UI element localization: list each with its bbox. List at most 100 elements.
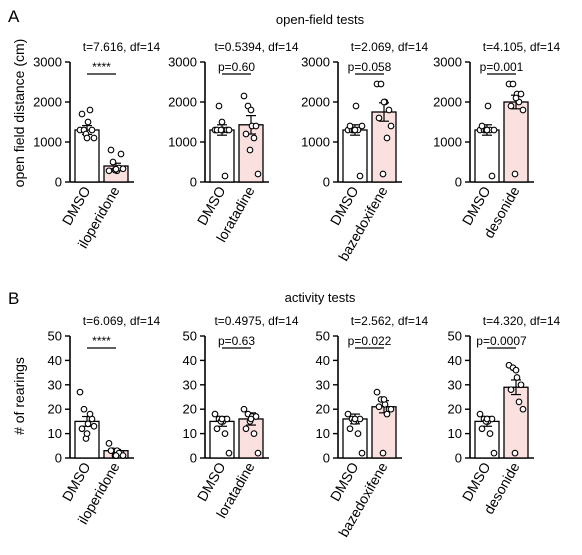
data-point <box>351 126 359 134</box>
y-tick-label: 0 <box>55 451 62 466</box>
data-point <box>373 388 381 396</box>
data-point <box>351 415 359 423</box>
data-point <box>484 102 492 110</box>
data-point <box>80 405 88 413</box>
significance-label: p=0.022 <box>348 334 392 348</box>
data-point <box>254 170 262 178</box>
data-point <box>78 425 86 433</box>
data-point <box>86 106 94 114</box>
data-point <box>218 118 226 126</box>
data-point <box>78 110 86 118</box>
chart-b-3: t=2.562, df=1401020304050DMSObazedoxifen… <box>316 314 429 540</box>
y-tick-label: 10 <box>48 426 62 441</box>
data-point <box>512 94 520 102</box>
data-point <box>356 172 364 180</box>
data-point <box>380 98 388 106</box>
y-tick-label: 50 <box>48 329 62 344</box>
plots: t=7.616, df=140100020003000DMSOiloperido… <box>33 40 560 540</box>
data-point <box>221 430 229 437</box>
y-tick-label: 10 <box>316 426 330 441</box>
data-point <box>486 430 494 437</box>
data-point <box>109 158 117 166</box>
data-point <box>112 165 120 173</box>
y-tick-label: 2000 <box>168 95 197 110</box>
data-point <box>507 386 515 394</box>
y-tick-label: 3000 <box>168 55 197 70</box>
data-point <box>352 102 360 110</box>
y-tick-label: 0 <box>55 175 62 190</box>
bar-desonide <box>503 101 529 183</box>
y-tick-label: 3000 <box>33 55 62 70</box>
data-point <box>383 410 391 418</box>
significance-label: p=0.058 <box>348 60 392 74</box>
data-point <box>247 415 255 423</box>
data-point <box>211 410 219 418</box>
y-tick-label: 10 <box>448 426 462 441</box>
panel-letter-a: A <box>8 7 20 26</box>
y-tick-label: 1000 <box>33 135 62 150</box>
data-point <box>379 170 387 178</box>
data-point <box>218 415 226 423</box>
chart-a-3: t=2.069, df=140100020003000DMSObazedoxif… <box>301 40 428 264</box>
y-tick-label: 30 <box>48 377 62 392</box>
data-point <box>240 405 248 413</box>
data-point <box>86 410 94 418</box>
y-tick-label: 10 <box>183 426 197 441</box>
y-tick-label: 50 <box>448 329 462 344</box>
y-axis-label-a: open field distance (cm) <box>11 39 27 188</box>
bar-dmso <box>474 129 500 183</box>
data-point <box>84 118 92 126</box>
y-tick-label: 1000 <box>168 135 197 150</box>
data-point <box>344 410 352 418</box>
chart-title: t=0.5394, df=14 <box>214 40 298 54</box>
data-point <box>507 102 515 110</box>
data-point <box>217 126 225 134</box>
chart-title: t=6.069, df=14 <box>83 314 161 328</box>
data-point <box>252 122 260 130</box>
bar-desonide <box>503 386 529 459</box>
data-point <box>383 134 391 142</box>
data-point <box>511 449 519 457</box>
data-point <box>240 92 248 100</box>
data-point <box>221 172 229 180</box>
data-point <box>476 410 484 418</box>
y-tick-label: 40 <box>448 353 462 368</box>
data-point <box>117 150 125 158</box>
y-tick-label: 20 <box>48 402 62 417</box>
data-point <box>354 430 362 437</box>
data-point <box>490 449 498 457</box>
data-point <box>358 449 366 457</box>
data-point <box>519 106 527 114</box>
data-point <box>247 106 255 114</box>
y-tick-label: 0 <box>190 175 197 190</box>
panel-letter-b: B <box>8 289 19 308</box>
chart-title: t=2.562, df=14 <box>351 314 429 328</box>
chart-title: t=7.616, df=14 <box>83 40 161 54</box>
y-tick-label: 30 <box>183 377 197 392</box>
data-point <box>490 126 498 134</box>
data-point <box>488 172 496 180</box>
data-point <box>379 449 387 457</box>
data-point <box>225 126 233 134</box>
y-axis-label-b: # of rearings <box>11 357 27 435</box>
y-tick-label: 0 <box>190 451 197 466</box>
data-point <box>346 425 354 433</box>
data-point <box>387 122 395 130</box>
data-point <box>250 134 258 142</box>
data-point <box>513 374 521 381</box>
y-tick-label: 0 <box>323 451 330 466</box>
data-point <box>213 425 221 433</box>
data-point <box>375 403 383 411</box>
section-title-b: activity tests <box>285 290 356 305</box>
chart-b-2: t=0.4975, df=1401020304050DMSOloratadine… <box>183 314 299 521</box>
data-point <box>380 396 388 403</box>
data-point <box>517 381 525 389</box>
y-tick-label: 3000 <box>433 55 462 70</box>
data-point <box>83 134 91 142</box>
y-tick-label: 30 <box>316 377 330 392</box>
data-point <box>90 134 98 142</box>
data-point <box>107 447 115 455</box>
data-point <box>215 102 223 110</box>
significance-label: p=0.0007 <box>476 334 527 348</box>
data-point <box>119 452 127 459</box>
